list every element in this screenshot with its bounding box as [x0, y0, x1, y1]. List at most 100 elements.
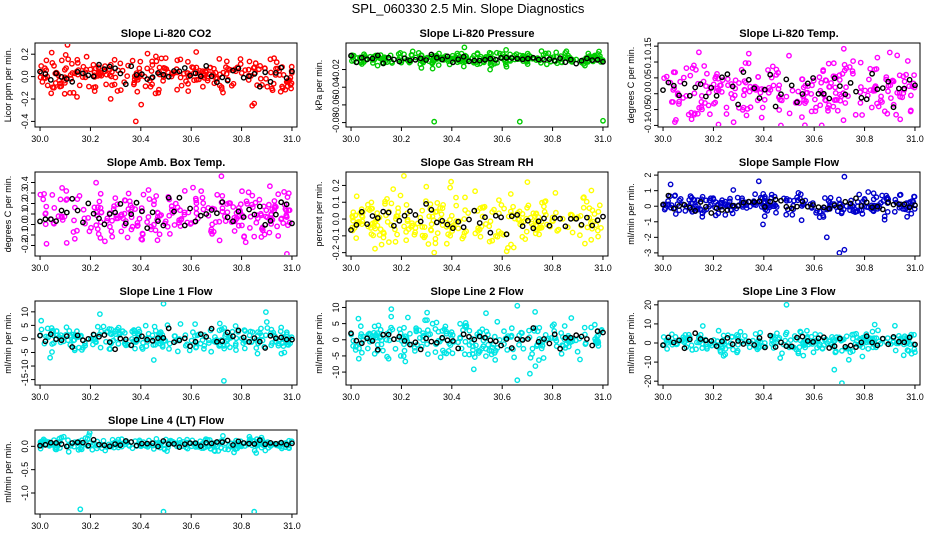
- overlay-point: [906, 76, 913, 83]
- data-point: [216, 327, 223, 334]
- data-point: [65, 448, 72, 455]
- overlay-point: [224, 329, 231, 336]
- data-point: [154, 237, 161, 244]
- data-point: [350, 337, 357, 344]
- data-point: [789, 211, 796, 218]
- data-point: [840, 45, 847, 52]
- overlay-point: [681, 201, 688, 208]
- overlay-point: [686, 92, 693, 99]
- data-point: [783, 329, 790, 336]
- overlay-point: [530, 325, 537, 331]
- data-point: [104, 215, 111, 222]
- data-point: [870, 196, 877, 203]
- overlay-point: [697, 198, 704, 205]
- data-point: [205, 337, 212, 344]
- data-point: [124, 73, 131, 80]
- data-point: [65, 56, 72, 63]
- data-point: [177, 321, 184, 327]
- overlay-point: [90, 210, 97, 217]
- overlay-point: [567, 334, 574, 341]
- data-point: [745, 50, 752, 57]
- overlay-point: [557, 55, 563, 62]
- overlay-point: [63, 443, 70, 450]
- overlay-point: [53, 439, 59, 446]
- data-point: [446, 216, 453, 223]
- data-point: [355, 315, 362, 322]
- overlay-point: [847, 342, 854, 349]
- data-point: [425, 241, 432, 247]
- x-tick-label: 31.0: [906, 392, 924, 402]
- overlay-point: [573, 60, 580, 67]
- data-point: [849, 68, 856, 75]
- data-point: [888, 78, 895, 85]
- data-point: [83, 53, 90, 60]
- data-point: [74, 94, 80, 100]
- y-tick-label: -0.2: [20, 238, 30, 254]
- overlay-point: [251, 335, 258, 341]
- overlay-point: [149, 337, 156, 344]
- outlier-point: [798, 217, 805, 224]
- panel-4: Slope Amb. Box Temp. 30.0 30.2 30.4 30.6 30.8…: [3, 157, 301, 273]
- data-point: [121, 329, 128, 336]
- data-point: [888, 95, 894, 102]
- overlay-point: [439, 56, 446, 63]
- data-point: [403, 201, 410, 208]
- data-point: [437, 354, 444, 361]
- y-tick-label: 0.4: [20, 176, 30, 189]
- overlay-point: [584, 55, 590, 62]
- data-point: [820, 212, 826, 219]
- plot-frame: [657, 171, 921, 257]
- data-point: [259, 337, 266, 344]
- data-point: [42, 210, 49, 217]
- overlay-point: [63, 209, 70, 216]
- data-point: [288, 80, 295, 87]
- overlay-point: [697, 81, 704, 88]
- overlay-point: [879, 206, 886, 213]
- overlay-point: [106, 211, 113, 217]
- data-point: [441, 326, 448, 333]
- data-point: [765, 198, 771, 205]
- data-point: [123, 342, 129, 349]
- overlay-point: [176, 68, 183, 75]
- outlier-point: [160, 508, 167, 513]
- data-point: [843, 84, 849, 91]
- data-point: [462, 338, 469, 345]
- y-tick-label: 2: [643, 173, 653, 178]
- data-point: [397, 192, 404, 199]
- overlay-point: [660, 342, 666, 349]
- overlay-point: [772, 103, 779, 110]
- data-point: [232, 340, 239, 347]
- overlay-point: [235, 208, 242, 215]
- overlay-point: [692, 330, 699, 337]
- overlay-point: [466, 333, 472, 340]
- overlay-point: [584, 336, 590, 342]
- x-tick-label: 30.4: [132, 263, 150, 273]
- overlay-point: [262, 441, 269, 448]
- overlay-point: [794, 334, 800, 341]
- overlay-point: [804, 80, 811, 87]
- data-point: [219, 205, 226, 212]
- data-point: [219, 432, 226, 439]
- data-point: [149, 62, 156, 68]
- overlay-point: [600, 329, 606, 336]
- overlay-point: [482, 334, 488, 341]
- overlay-point: [133, 72, 140, 78]
- data-point: [495, 228, 502, 235]
- x-tick-label: 30.8: [544, 134, 562, 144]
- data-point: [510, 244, 517, 251]
- data-point: [424, 351, 431, 357]
- overlay-point: [525, 336, 531, 342]
- data-point: [492, 233, 499, 239]
- data-point: [227, 200, 234, 207]
- overlay-point: [171, 208, 177, 215]
- outlier-point: [527, 370, 533, 377]
- data-point: [143, 335, 150, 342]
- data-point: [177, 56, 184, 63]
- overlay-point: [686, 336, 693, 343]
- data-point: [548, 335, 555, 341]
- data-point: [859, 353, 866, 360]
- overlay-point: [289, 440, 295, 447]
- overlay-point: [122, 81, 129, 88]
- data-point: [142, 322, 149, 329]
- overlay-point: [471, 336, 478, 343]
